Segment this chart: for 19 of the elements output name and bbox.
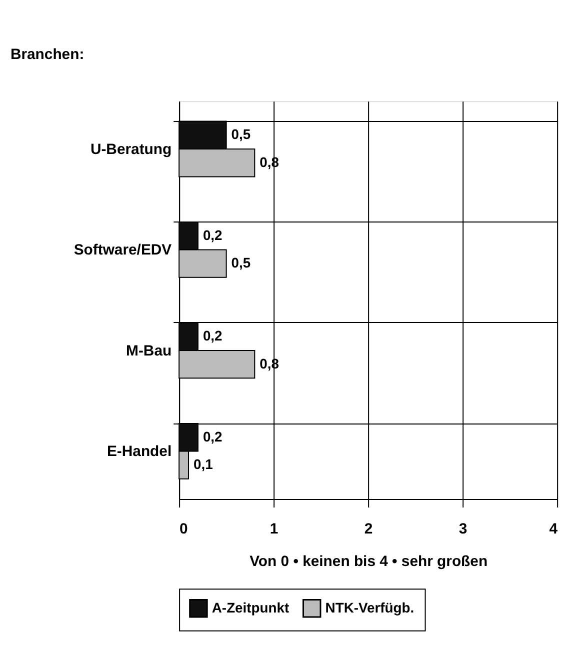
y-tick-label: Software/EDV (74, 242, 172, 259)
data-label: 0,5 (231, 126, 251, 142)
x-axis-title: Von 0 • keinen bis 4 • sehr großen (250, 553, 488, 570)
data-label: 0,5 (231, 254, 251, 271)
legend-label: A-Zeitpunkt (212, 599, 290, 616)
data-label: 0,1 (193, 456, 214, 472)
data-label: 0,2 (202, 328, 223, 344)
data-label: 0,2 (202, 428, 223, 444)
y-tick-label: M-Bau (126, 342, 172, 360)
x-tick-label: 4 (549, 520, 558, 538)
y-axis-title: Branchen: (10, 46, 84, 63)
y-tick-label: U-Beratung (90, 140, 172, 158)
x-tick-label: 3 (458, 520, 468, 538)
x-tick-label: 1 (270, 520, 278, 538)
y-tick-label: E-Handel (106, 443, 172, 460)
x-tick-label: 2 (364, 520, 373, 538)
data-label: 0,2 (202, 226, 223, 243)
legend-label: NTK-Verfügb. (325, 599, 414, 616)
x-tick-label: 0 (180, 520, 188, 538)
